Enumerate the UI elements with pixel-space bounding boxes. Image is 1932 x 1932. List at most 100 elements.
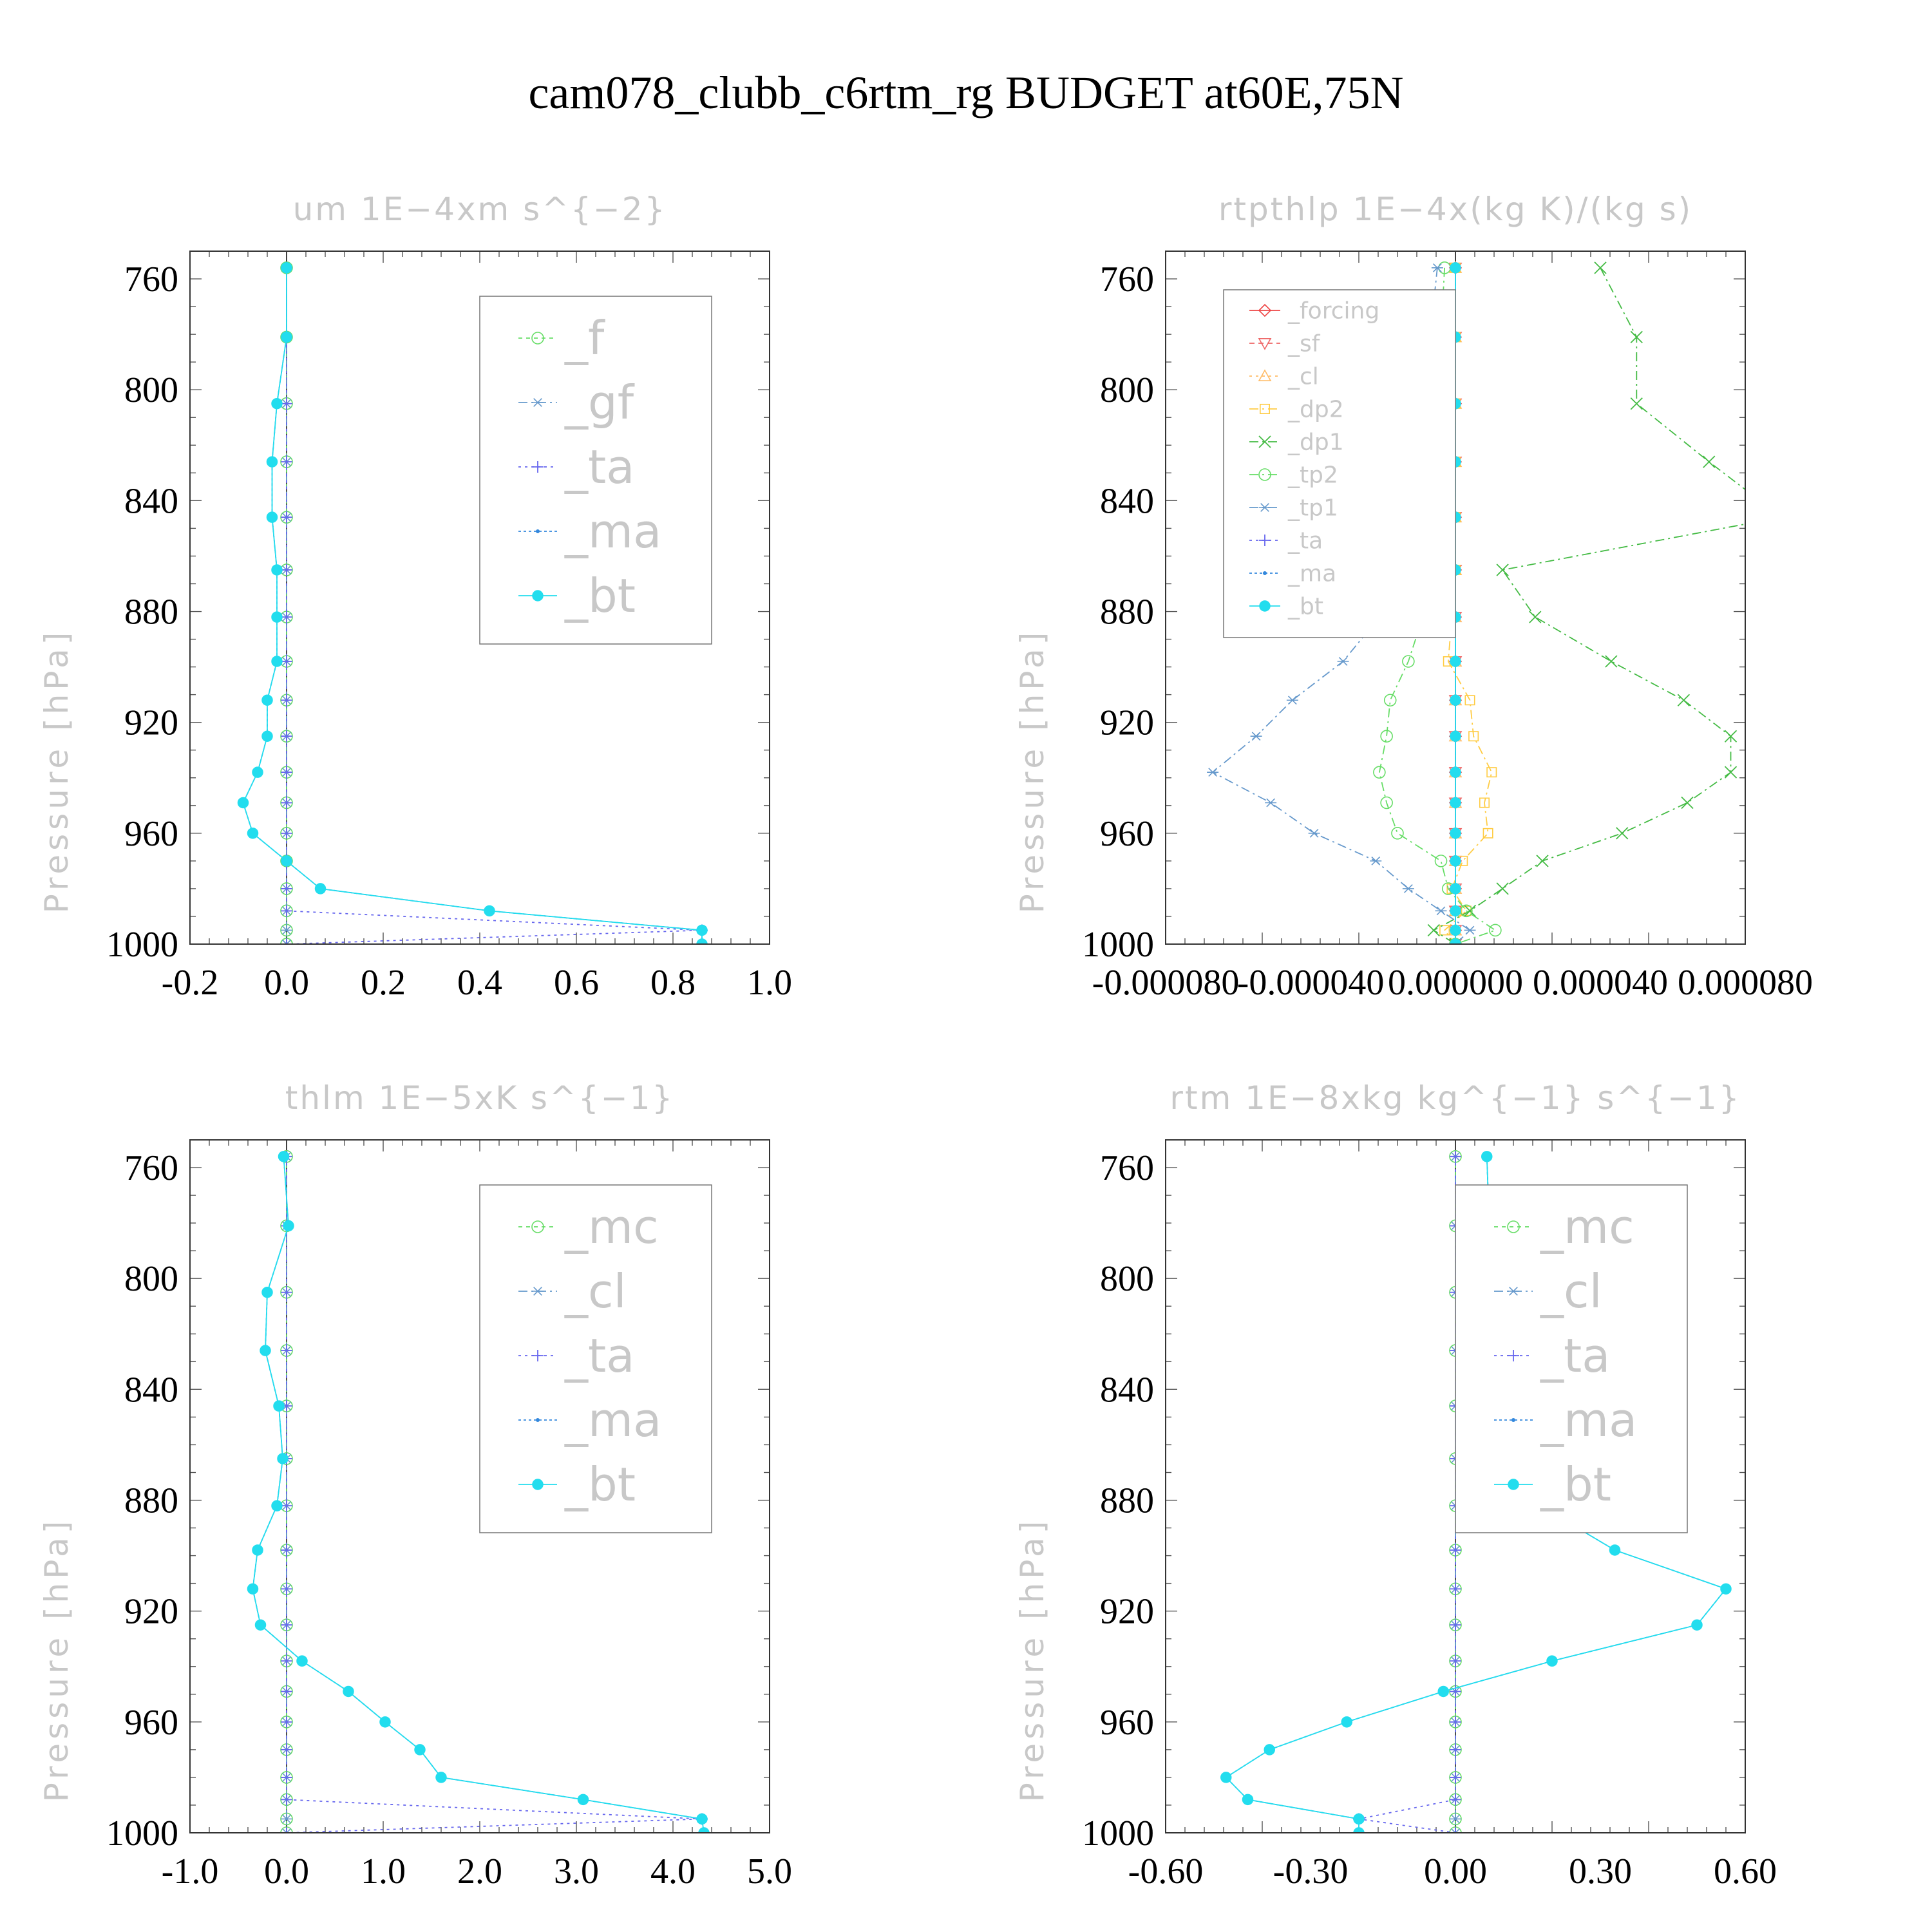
- legend-marker: [1508, 1350, 1519, 1361]
- data-point: [1450, 1544, 1461, 1556]
- series-line: [252, 1156, 705, 1833]
- data-point: [1450, 1716, 1461, 1728]
- legend-label: _ta: [564, 440, 634, 494]
- data-point: [281, 397, 292, 410]
- data-point: [1616, 827, 1629, 840]
- legend-label: _mc: [1540, 1200, 1634, 1254]
- data-point: [281, 797, 292, 809]
- data-point: [247, 1583, 259, 1595]
- data-point: [281, 1619, 292, 1631]
- data-point: [261, 730, 273, 742]
- data-point: [1482, 828, 1493, 838]
- data-point: [577, 1794, 589, 1806]
- data-point: [281, 1743, 292, 1756]
- data-point: [1391, 827, 1404, 840]
- data-point: [281, 925, 292, 935]
- y-tick-label: 880: [124, 1481, 178, 1521]
- legend-label: _forcing: [1287, 298, 1379, 325]
- data-point: [379, 1716, 391, 1728]
- data-point: [1383, 694, 1397, 707]
- data-point: [1437, 1685, 1449, 1698]
- x-tick-label: 0.60: [1714, 1852, 1777, 1891]
- legend-box: [1223, 289, 1456, 638]
- x-tick-label: -0.000040: [1237, 963, 1385, 1003]
- data-point: [1450, 1771, 1461, 1783]
- x-tick-label: 0.000040: [1533, 963, 1668, 1003]
- data-point: [1450, 1827, 1461, 1833]
- data-point: [281, 1771, 292, 1783]
- panel-title: um 1E−4xm s^{−2}: [293, 191, 667, 228]
- data-point: [1450, 1150, 1461, 1162]
- x-tick-label: 4.0: [650, 1852, 696, 1891]
- plot-frame: [1165, 251, 1746, 945]
- data-point: [281, 1794, 292, 1806]
- legend-marker: [1260, 403, 1271, 414]
- y-tick-label: 760: [1100, 1148, 1154, 1188]
- data-point: [281, 827, 292, 839]
- data-point: [281, 1544, 292, 1556]
- plot-area: [247, 1150, 710, 1833]
- series-bt: [247, 1151, 710, 1833]
- chart-panel-2: thlm 1E−5xK s^{−1} Pressure [hPa] 760 800 84…: [38, 1079, 792, 1891]
- data-point: [281, 905, 292, 917]
- data-point: [1264, 1744, 1275, 1756]
- x-tick-label: 0.000000: [1388, 963, 1523, 1003]
- y-tick-label: 840: [1100, 1370, 1154, 1410]
- y-tick-label: 960: [1100, 1703, 1154, 1743]
- data-point: [1450, 797, 1461, 809]
- legend-label: _ta: [564, 1329, 634, 1383]
- data-point: [281, 611, 292, 623]
- x-tick-label: 0.00: [1424, 1852, 1487, 1891]
- y-tick-label: 880: [124, 592, 178, 632]
- data-point: [1353, 1827, 1365, 1833]
- legend-marker: [1507, 1220, 1520, 1233]
- series-line: [1358, 1156, 1456, 1833]
- y-axis-label: Pressure [hPa]: [38, 1517, 75, 1803]
- data-point: [1207, 768, 1219, 777]
- data-point: [1341, 1716, 1352, 1728]
- data-point: [1450, 1619, 1461, 1631]
- data-point: [1450, 1743, 1461, 1756]
- data-point: [1439, 925, 1450, 936]
- data-point: [696, 938, 708, 944]
- legend-marker: [1511, 1418, 1515, 1422]
- legend: _mc _cl _ta _ma _bt: [479, 1184, 712, 1533]
- data-point: [1370, 857, 1382, 866]
- data-point: [261, 694, 273, 706]
- x-tick-label: 1.0: [747, 963, 792, 1003]
- plot-frame: [189, 251, 770, 945]
- chart-panel-0: um 1E−4xm s^{−2} Pressure [hPa] 760 800 840 8…: [38, 191, 792, 1003]
- series-line: [242, 267, 703, 944]
- y-tick-label: 960: [124, 814, 178, 854]
- legend-label: _ma: [564, 504, 661, 558]
- x-tick-label: 0.2: [361, 963, 406, 1003]
- data-point: [281, 331, 292, 343]
- y-tick-label: 760: [124, 260, 178, 299]
- legend-marker: [1259, 600, 1271, 612]
- y-tick-label: 960: [124, 1703, 178, 1743]
- data-point: [1286, 696, 1298, 705]
- data-point: [484, 905, 495, 917]
- data-point: [1308, 828, 1320, 838]
- legend-label: _f: [564, 311, 605, 365]
- data-point: [1242, 1794, 1254, 1806]
- legend-box: [1455, 1184, 1688, 1533]
- legend-box: [479, 1184, 712, 1533]
- data-point: [1450, 905, 1461, 917]
- data-point: [237, 797, 249, 809]
- legend-label: _sf: [1287, 331, 1321, 357]
- legend-marker: [1508, 1287, 1519, 1296]
- y-tick-label: 920: [1100, 1592, 1154, 1632]
- data-point: [1486, 767, 1497, 778]
- data-point: [281, 1583, 292, 1595]
- data-point: [1691, 1619, 1703, 1631]
- legend-label: _dp1: [1287, 430, 1344, 456]
- series-bt: [237, 262, 708, 944]
- y-tick-label: 760: [1100, 260, 1154, 299]
- data-point: [252, 1544, 263, 1556]
- data-point: [271, 611, 283, 623]
- minor-ticks: [189, 251, 770, 945]
- legend-label: _cl: [1540, 1264, 1602, 1318]
- y-tick-label: 800: [1100, 370, 1154, 410]
- data-point: [1450, 656, 1461, 667]
